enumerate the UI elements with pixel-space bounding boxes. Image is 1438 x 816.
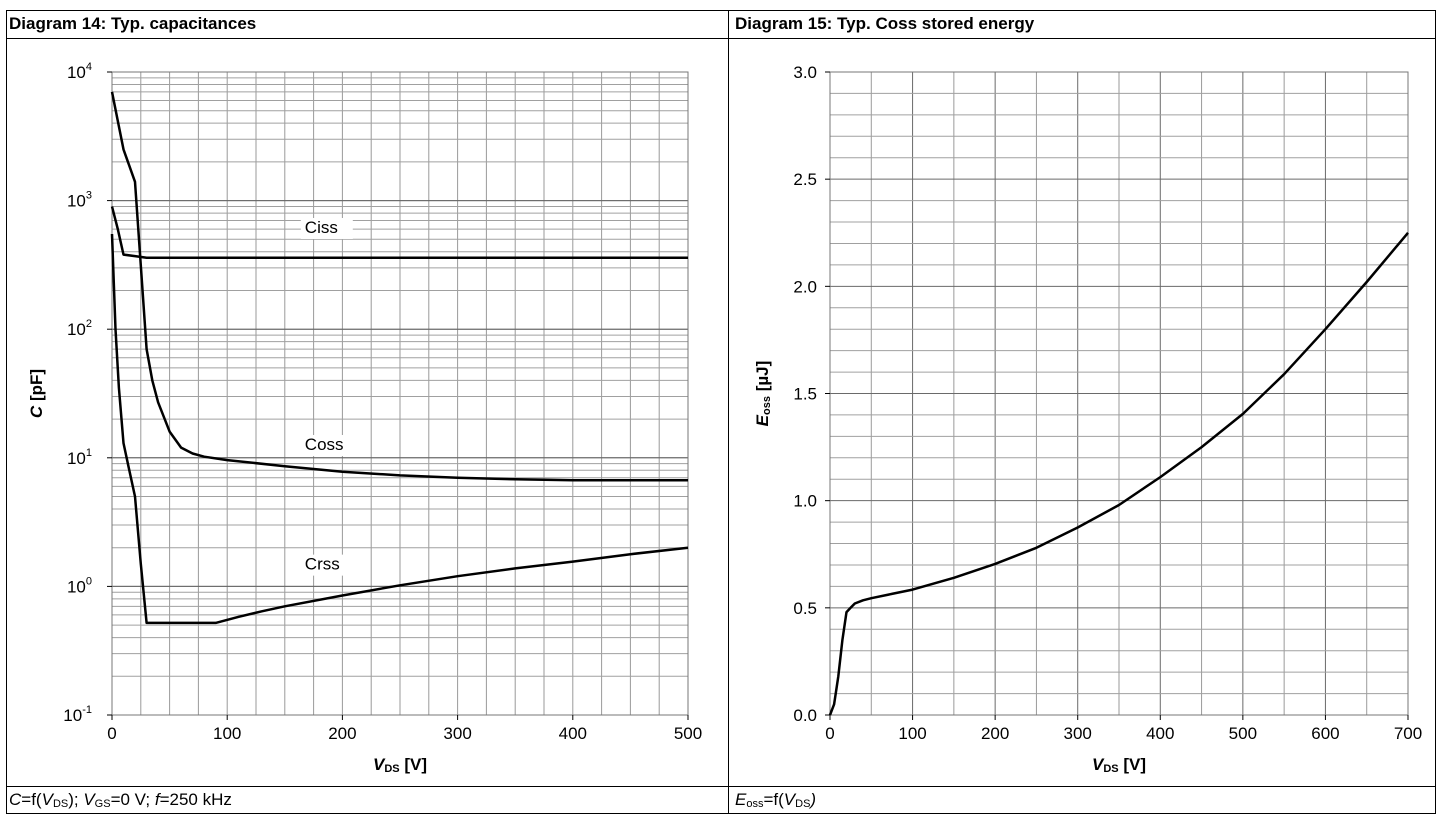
y-tick-label: 0.0 (793, 706, 817, 725)
diagram-15-caption: Eoss=f(VDS) (735, 790, 817, 810)
x-tick-label: 100 (898, 724, 926, 743)
series-label-crss: Crss (305, 555, 340, 574)
series-label-ciss: Ciss (305, 218, 338, 237)
y-axis-label: C [pF] (27, 369, 46, 418)
x-axis-label: VDS [V] (373, 755, 427, 775)
capacitance-chart: 0 100 200 300 400 500 10-1 100 101 102 103 104 Ciss C… (27, 61, 702, 775)
x-tick-label: 300 (443, 724, 471, 743)
column-divider (728, 10, 729, 814)
series-line-crss (110, 233, 689, 625)
x-tick-label: 400 (559, 724, 587, 743)
y-tick-label: 2.5 (793, 170, 817, 189)
series-label-bg (300, 434, 353, 456)
y-tick-label: 101 (67, 447, 92, 468)
diagram-14-caption: C=f(VDS); VGS=0 V; f=250 kHz (9, 790, 232, 810)
y-tick-label: 10-1 (63, 704, 92, 725)
series-label-bg (300, 217, 353, 239)
caption-row-divider (6, 786, 1436, 787)
series-label-coss: Coss (305, 435, 344, 454)
x-axis-label: VDS [V] (1092, 755, 1146, 775)
y-tick-label: 102 (67, 318, 92, 339)
diagram-15-title: Diagram 15: Typ. Coss stored energy (735, 14, 1035, 33)
x-tick-label: 500 (1229, 724, 1257, 743)
x-tick-label: 300 (1064, 724, 1092, 743)
x-tick-label: 0 (825, 724, 834, 743)
chart-grid (111, 71, 689, 716)
diagram-14-title: Diagram 14: Typ. capacitances (9, 14, 257, 33)
y-tick-label: 103 (67, 190, 92, 211)
y-tick-label: 1.5 (793, 385, 817, 404)
table-border (6, 10, 1436, 814)
y-tick-label: 100 (67, 575, 92, 596)
plot-frame (111, 71, 689, 716)
x-tick-label: 100 (213, 724, 241, 743)
series-line-eoss (828, 231, 1409, 716)
x-tick-label: 200 (981, 724, 1009, 743)
y-tick-label: 104 (67, 61, 92, 82)
title-row-divider (6, 38, 1436, 39)
series-line-coss (110, 91, 688, 482)
chart-grid (829, 71, 1409, 716)
stored-energy-chart: 0 100 200 300 400 500 600 700 0.0 0.5 1.0 1.5 2.0 2.5… (753, 63, 1422, 775)
x-tick-label: 400 (1146, 724, 1174, 743)
series-label-bg (300, 554, 353, 576)
y-axis-label: Eoss [µJ] (753, 361, 773, 427)
y-tick-label: 2.0 (793, 277, 817, 296)
x-tick-label: 0 (107, 724, 116, 743)
x-tick-label: 200 (328, 724, 356, 743)
x-tick-label: 600 (1311, 724, 1339, 743)
y-tick-label: 0.5 (793, 599, 817, 618)
x-tick-label: 500 (674, 724, 702, 743)
y-tick-label: 1.0 (793, 492, 817, 511)
series-line-ciss (110, 206, 688, 259)
y-tick-label: 3.0 (793, 63, 817, 82)
x-tick-label: 700 (1394, 724, 1422, 743)
